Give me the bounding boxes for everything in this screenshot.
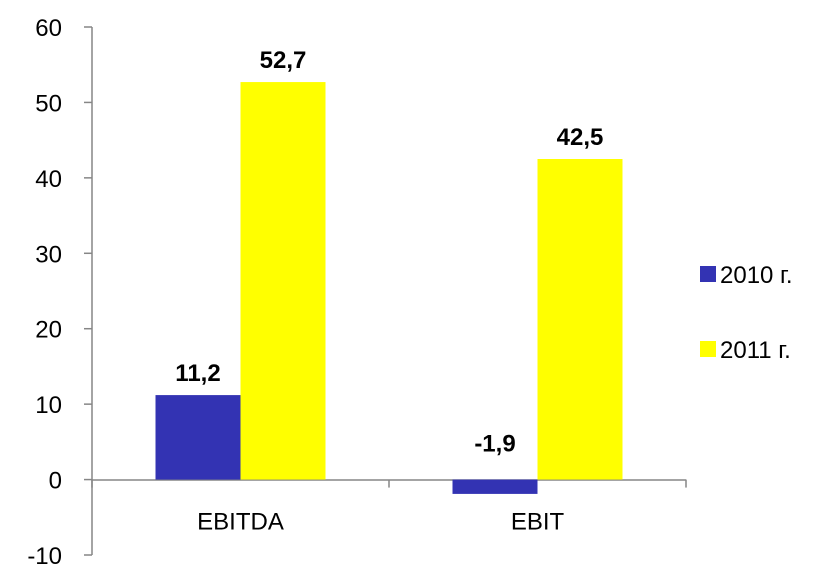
legend: 2010 г. 2011 г.	[700, 262, 793, 364]
legend-swatch	[700, 266, 716, 282]
data-labels: 11,2 52,7 -1,9 42,5	[175, 47, 603, 458]
category-label: EBITDA	[197, 509, 284, 536]
data-label: -1,9	[474, 431, 515, 458]
y-tick-label: 60	[35, 15, 62, 42]
y-tick-label: 10	[35, 392, 62, 419]
bar-2010-ebit	[452, 479, 538, 494]
x-axis-ticks	[91, 479, 687, 488]
bar-2010-ebitda	[155, 395, 241, 480]
category-labels: EBITDA EBIT	[197, 509, 564, 536]
data-label: 52,7	[260, 47, 307, 74]
bar-2011-ebit	[537, 159, 623, 480]
y-axis-ticks: 60 50 40 30 20 10 0 -10	[27, 15, 92, 565]
y-tick-label: 50	[35, 90, 62, 117]
bar-2011-ebitda	[240, 82, 326, 480]
category-label: EBIT	[511, 509, 565, 536]
y-tick-label: 20	[35, 317, 62, 344]
bars	[155, 82, 623, 494]
data-label: 11,2	[175, 360, 220, 387]
legend-swatch	[700, 341, 716, 357]
data-label: 42,5	[557, 124, 604, 151]
y-tick-label: 0	[49, 468, 62, 495]
y-tick-label: -10	[27, 543, 62, 565]
legend-label: 2010 г.	[720, 262, 793, 289]
y-tick-label: 40	[35, 166, 62, 193]
legend-label: 2011 г.	[720, 337, 791, 364]
y-tick-label: 30	[35, 241, 62, 268]
